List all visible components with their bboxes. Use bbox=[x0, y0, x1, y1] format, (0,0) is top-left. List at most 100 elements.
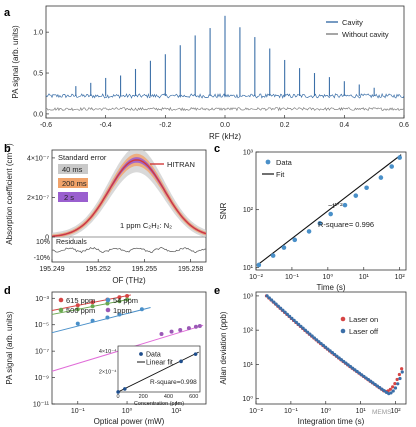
data-point bbox=[306, 229, 312, 234]
panel-d-frame bbox=[51, 291, 207, 405]
allan-point bbox=[366, 378, 371, 382]
x-tick-label: 10⁰ bbox=[320, 407, 331, 415]
allan-point bbox=[276, 304, 280, 308]
panel-b-ylabel: Absorption coefficient (cm⁻¹) bbox=[5, 143, 14, 245]
x-tick-label: 10⁻² bbox=[249, 274, 263, 281]
allan-point bbox=[388, 387, 392, 391]
y-tick-label: 0.5 bbox=[33, 71, 43, 78]
legend-40ms-label: 40 ms bbox=[62, 165, 83, 174]
y-tick-label: 2×10⁻⁷ bbox=[27, 195, 49, 202]
y-tick-label: 10⁻⁹ bbox=[35, 375, 49, 382]
legend-54ppm-label: 54 ppm bbox=[113, 296, 138, 305]
data-point bbox=[105, 315, 110, 320]
data-point bbox=[342, 202, 348, 208]
panel-c-ylabel: SNR bbox=[219, 202, 228, 219]
allan-point bbox=[393, 386, 398, 390]
y-tick-label: 4×10⁻⁷ bbox=[27, 155, 49, 162]
allan-point bbox=[400, 367, 404, 371]
allan-point bbox=[328, 349, 332, 353]
panel-e-letter: e bbox=[214, 285, 220, 297]
y-tick-label: 10¹ bbox=[243, 362, 254, 369]
allan-point bbox=[292, 318, 296, 322]
panel-c-letter: c bbox=[214, 143, 220, 155]
inset-x-tick-label: 200 bbox=[139, 394, 148, 400]
allan-point bbox=[272, 300, 276, 304]
x-tick-label: 195.249 bbox=[39, 266, 64, 273]
allan-point bbox=[369, 379, 373, 383]
allan-point bbox=[281, 308, 285, 312]
panel-e: e 10⁻² 10⁻¹ 10⁰ 10¹ 10² 10⁰ 10¹ 10² 10³ Integrat… bbox=[214, 285, 407, 426]
allan-point bbox=[315, 338, 319, 342]
data-point bbox=[178, 327, 183, 332]
allan-point bbox=[398, 376, 402, 381]
y-tick-label: 10³ bbox=[243, 150, 254, 157]
y-tick-label: 10² bbox=[243, 328, 254, 335]
x-tick-label: -0.6 bbox=[40, 122, 52, 129]
legend-laser-on-marker bbox=[340, 316, 346, 322]
data-point bbox=[90, 318, 95, 323]
allan-point bbox=[306, 330, 310, 334]
allan-point bbox=[297, 322, 301, 326]
y-tick-label: 10³ bbox=[243, 293, 254, 300]
allan-point bbox=[301, 326, 305, 330]
inset-x-tick-label: 400 bbox=[164, 394, 173, 400]
data-point bbox=[197, 324, 202, 329]
panel-a-plot bbox=[45, 15, 405, 112]
legend-data-label: Data bbox=[276, 158, 293, 167]
inset-x-tick-label: 0 bbox=[116, 394, 119, 400]
x-tick-label: 10¹ bbox=[171, 408, 182, 415]
legend-laser-off-marker bbox=[340, 328, 346, 334]
inset-legend-fit-label: Linear fit bbox=[146, 360, 173, 367]
data-point bbox=[139, 307, 144, 312]
panel-d-letter: d bbox=[4, 285, 11, 297]
panel-a-letter: a bbox=[4, 7, 11, 19]
y-tick-label: 10⁻¹¹ bbox=[33, 402, 50, 409]
allan-point bbox=[330, 351, 335, 355]
allan-point bbox=[270, 298, 274, 302]
x-tick-label: 10⁻¹ bbox=[285, 274, 299, 281]
allan-point bbox=[344, 361, 348, 365]
allan-point bbox=[378, 386, 382, 390]
panel-a-ylabel: PA signal (arb. units) bbox=[11, 25, 20, 99]
legend-200ms-swatch bbox=[58, 178, 88, 188]
allan-point bbox=[382, 389, 386, 393]
legend-54ppm-marker bbox=[105, 297, 111, 303]
allan-point bbox=[299, 324, 303, 328]
legend-laser-on-label: Laser on bbox=[349, 315, 378, 324]
panel-b-letter: b bbox=[4, 143, 11, 155]
inset-data-point bbox=[179, 359, 183, 364]
y-tick-label: 10⁻⁵ bbox=[35, 322, 49, 329]
data-point bbox=[193, 324, 198, 329]
inset-legend-data-marker bbox=[139, 352, 143, 356]
allan-point bbox=[400, 370, 404, 374]
legend-1ppm-marker bbox=[105, 307, 111, 313]
allan-point bbox=[267, 296, 271, 300]
x-tick-label: 10⁰ bbox=[323, 273, 334, 281]
data-point bbox=[105, 301, 110, 306]
panel-a-axes: -0.6 -0.4 -0.2 0.0 0.2 0.4 0.6 0.0 0.5 1.0 bbox=[33, 30, 409, 129]
x-tick-label: 195.252 bbox=[86, 266, 111, 273]
inset-legend-data-label: Data bbox=[146, 352, 161, 359]
data-point bbox=[125, 293, 130, 298]
legend-200ms-label: 200 ms bbox=[62, 179, 87, 188]
allan-point bbox=[342, 359, 346, 364]
legend-2s-label: 2 s bbox=[64, 193, 74, 202]
data-point bbox=[90, 300, 95, 305]
data-point bbox=[378, 175, 384, 180]
allan-point bbox=[364, 376, 368, 380]
x-tick-label: 10¹ bbox=[356, 408, 367, 415]
allan-point bbox=[321, 343, 326, 347]
allan-point bbox=[357, 371, 362, 375]
allan-point bbox=[283, 310, 287, 314]
panel-e-axes: 10⁻² 10⁻¹ 10⁰ 10¹ 10² 10⁰ 10¹ 10² 10³ bbox=[242, 293, 401, 415]
data-point bbox=[159, 331, 164, 336]
data-point bbox=[117, 312, 122, 317]
x-tick-label: 0.0 bbox=[220, 122, 230, 129]
data-point bbox=[317, 221, 323, 226]
panel-d-xlabel: Optical power (mW) bbox=[94, 417, 165, 426]
x-tick-label: -0.2 bbox=[159, 122, 171, 129]
x-tick-label: 10⁻¹ bbox=[284, 408, 298, 415]
panel-d: d 10⁻¹ 10⁰ 10¹ 10⁻³ 10⁻⁵ 10⁻⁷ 10⁻⁹ 10⁻¹¹ Optica… bbox=[4, 285, 207, 426]
inset-data-point bbox=[123, 387, 127, 391]
data-point bbox=[169, 329, 174, 334]
